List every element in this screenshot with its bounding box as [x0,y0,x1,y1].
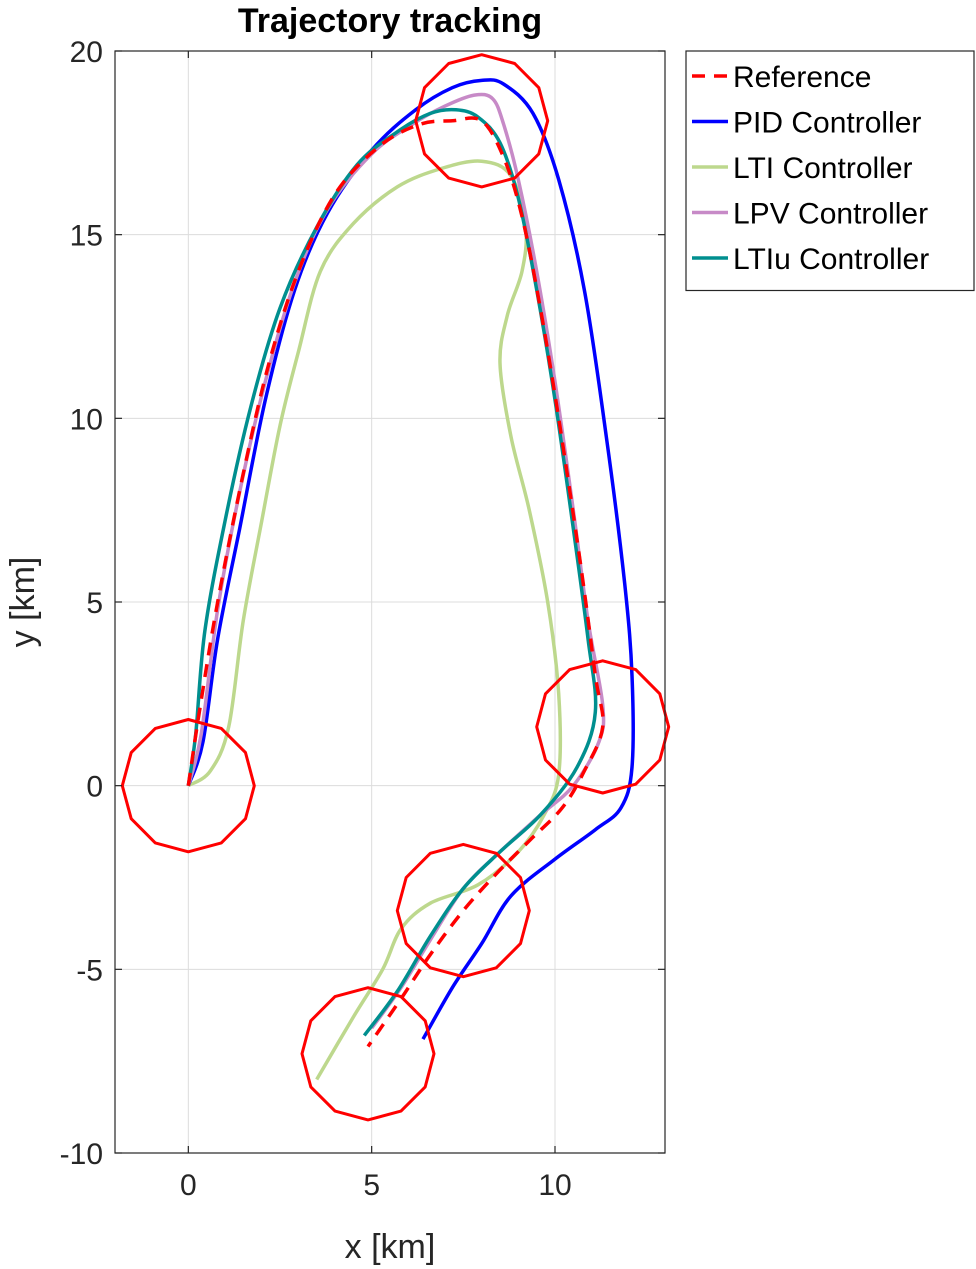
series-line-reference [186,116,605,1048]
series-line-pid-controller [186,78,635,1040]
legend: Reference PID Controller LTI Controller LPV… [685,50,975,292]
legend-label-lti-controller: LTI Controller [733,152,913,185]
series-line-ltiu-controller [186,107,598,1037]
y-tick-label: 10 [70,403,103,436]
legend-label-ltiu-controller: LTIu Controller [733,243,929,276]
legend-label-pid-controller: PID Controller [733,107,921,140]
y-tick-label: 0 [86,771,103,804]
y-axis-label: y [km] [4,557,42,648]
y-tick-label: 20 [70,36,103,69]
y-tick-label: -10 [60,1138,103,1171]
legend-label-reference: Reference [733,61,871,94]
y-tick-label: -5 [76,954,103,987]
y-tick-label: 15 [70,220,103,253]
y-tick-label: 5 [86,587,103,620]
waypoint-circle [535,659,671,795]
waypoint-circle [395,842,531,979]
legend-box [685,50,975,292]
x-tick-label: 5 [363,1169,380,1202]
series-line-lti-controller [187,159,563,1081]
x-tick-label: 10 [538,1169,571,1202]
legend-label-lpv-controller: LPV Controller [733,198,928,231]
chart-title: Trajectory tracking [238,2,542,40]
x-axis-label: x [km] [345,1228,436,1266]
waypoint-circle [120,718,256,854]
waypoint-circles [120,53,671,1122]
waypoint-circle [414,53,550,189]
axis-ticks: 0 5 10 -10 -5 0 5 10 15 20 [60,36,665,1202]
x-tick-label: 0 [180,1169,197,1202]
series-layer [186,78,635,1081]
waypoint-circle [300,986,436,1122]
